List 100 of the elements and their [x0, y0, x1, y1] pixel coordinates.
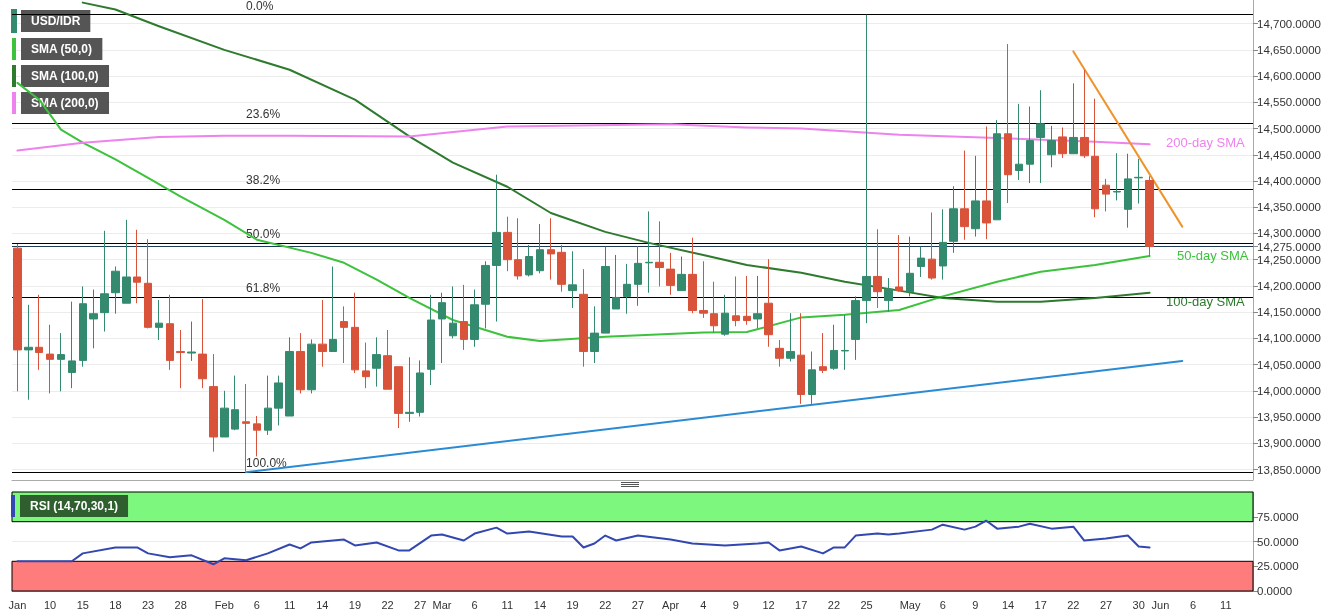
- candlestick: [383, 329, 392, 390]
- candlestick: [688, 237, 697, 314]
- candlestick: [1134, 158, 1143, 205]
- candlestick: [372, 336, 381, 388]
- candlestick: [830, 324, 838, 371]
- x-tick-label: 6: [471, 598, 478, 611]
- candlestick: [841, 314, 849, 371]
- candlestick: [449, 285, 457, 339]
- candlestick: [862, 14, 871, 324]
- candlestick: [732, 275, 740, 327]
- candlestick: [296, 332, 305, 394]
- x-tick-label: 9: [732, 598, 739, 611]
- candlestick: [884, 277, 893, 313]
- candlestick: [1004, 43, 1012, 204]
- candlestick: [362, 342, 370, 389]
- candlestick: [666, 252, 675, 296]
- x-tick-label: 10: [43, 598, 57, 611]
- candlestick: [851, 295, 860, 361]
- annotation: 38.2%: [246, 173, 281, 188]
- x-tick-label: Apr: [662, 598, 680, 611]
- x-tick-label: 17: [795, 598, 808, 611]
- candlestick: [394, 366, 403, 429]
- y-tick-label: 14,250.0000: [1257, 253, 1321, 266]
- x-tick-label: 22: [381, 598, 394, 611]
- line-series: [16, 123, 1151, 152]
- candlestick: [971, 155, 980, 238]
- y-tick-label: 14,650.0000: [1257, 43, 1321, 56]
- candlestick: [427, 294, 435, 386]
- candlestick: [568, 250, 577, 309]
- annotation: 50-day SMA: [1177, 248, 1249, 263]
- candlestick: [198, 298, 207, 389]
- candlestick: [590, 305, 599, 364]
- x-tick-label: 18: [109, 598, 122, 611]
- candlestick: [993, 119, 1001, 221]
- x-tick-label: 22: [599, 598, 612, 611]
- candlestick: [1026, 105, 1034, 184]
- candlestick: [928, 211, 936, 281]
- x-tick-label: Feb: [214, 598, 234, 611]
- candlestick: [873, 228, 882, 309]
- y-tick-label: 14,500.0000: [1257, 122, 1321, 135]
- x-tick-label: 15: [76, 598, 89, 611]
- x-tick-label: 11: [1220, 598, 1232, 611]
- x-tick-label: 12: [762, 598, 775, 611]
- x-tick-label: 6: [939, 598, 946, 611]
- candlestick: [579, 268, 588, 368]
- candlestick: [122, 219, 131, 304]
- candlestick: [655, 220, 664, 287]
- candlestick: [677, 256, 686, 292]
- candlestick: [536, 223, 544, 274]
- x-tick-label: May: [899, 598, 921, 611]
- y-tick-label: 14,700.0000: [1257, 17, 1321, 30]
- candlestick: [753, 275, 762, 329]
- x-tick-label: 28: [174, 598, 187, 611]
- y-tick-label: 75.0000: [1257, 510, 1299, 523]
- candlestick: [808, 350, 816, 405]
- candlestick: [743, 275, 751, 326]
- line-series: [16, 519, 1151, 566]
- annotation: 0.0%: [246, 0, 274, 13]
- candlestick: [307, 338, 316, 394]
- candlestick: [481, 260, 490, 329]
- candlestick: [1113, 152, 1121, 201]
- candlestick: [906, 236, 914, 297]
- x-tick-label: 27: [631, 598, 645, 611]
- x-tick-label: 11: [501, 598, 514, 611]
- x-tick-label: 19: [566, 598, 579, 611]
- x-tick-label: 17: [1034, 598, 1047, 611]
- candlestick: [982, 125, 991, 240]
- annotation: 200-day SMA: [1166, 135, 1246, 150]
- x-tick-label: 22: [827, 598, 841, 611]
- candlestick: [155, 299, 163, 341]
- annotation: 100.0%: [246, 456, 288, 471]
- candlestick: [57, 332, 65, 392]
- legend-label: USD/IDR: [31, 14, 81, 28]
- x-tick-label: Jun: [1151, 598, 1170, 611]
- candlestick: [1124, 153, 1132, 229]
- candlestick: [176, 329, 185, 389]
- y-tick-label: 14,550.0000: [1257, 96, 1321, 109]
- x-tick-label: Jan: [8, 598, 27, 611]
- candlestick: [1015, 103, 1023, 181]
- x-tick-label: 27: [414, 598, 427, 611]
- candlestick: [634, 245, 642, 307]
- legend-label: RSI (14,70,30,1): [30, 499, 119, 513]
- candlestick: [13, 243, 22, 392]
- x-tick-label: 4: [700, 598, 707, 611]
- y-tick-label: 14,450.0000: [1257, 148, 1321, 161]
- candlestick: [492, 174, 501, 323]
- x-tick-label: 9: [972, 598, 979, 611]
- candlestick: [1102, 178, 1110, 212]
- candlestick: [710, 281, 718, 334]
- candlestick: [220, 390, 229, 438]
- candlestick: [340, 305, 348, 364]
- candlestick: [547, 217, 555, 281]
- x-tick-label: 6: [1190, 598, 1197, 611]
- x-tick-label: Mar: [432, 598, 452, 611]
- candlestick: [612, 254, 620, 310]
- candlestick: [470, 289, 479, 348]
- candlestick: [274, 375, 283, 426]
- candlestick: [209, 353, 218, 453]
- x-tick-label: 23: [141, 598, 155, 611]
- x-tick-label: 25: [860, 598, 873, 611]
